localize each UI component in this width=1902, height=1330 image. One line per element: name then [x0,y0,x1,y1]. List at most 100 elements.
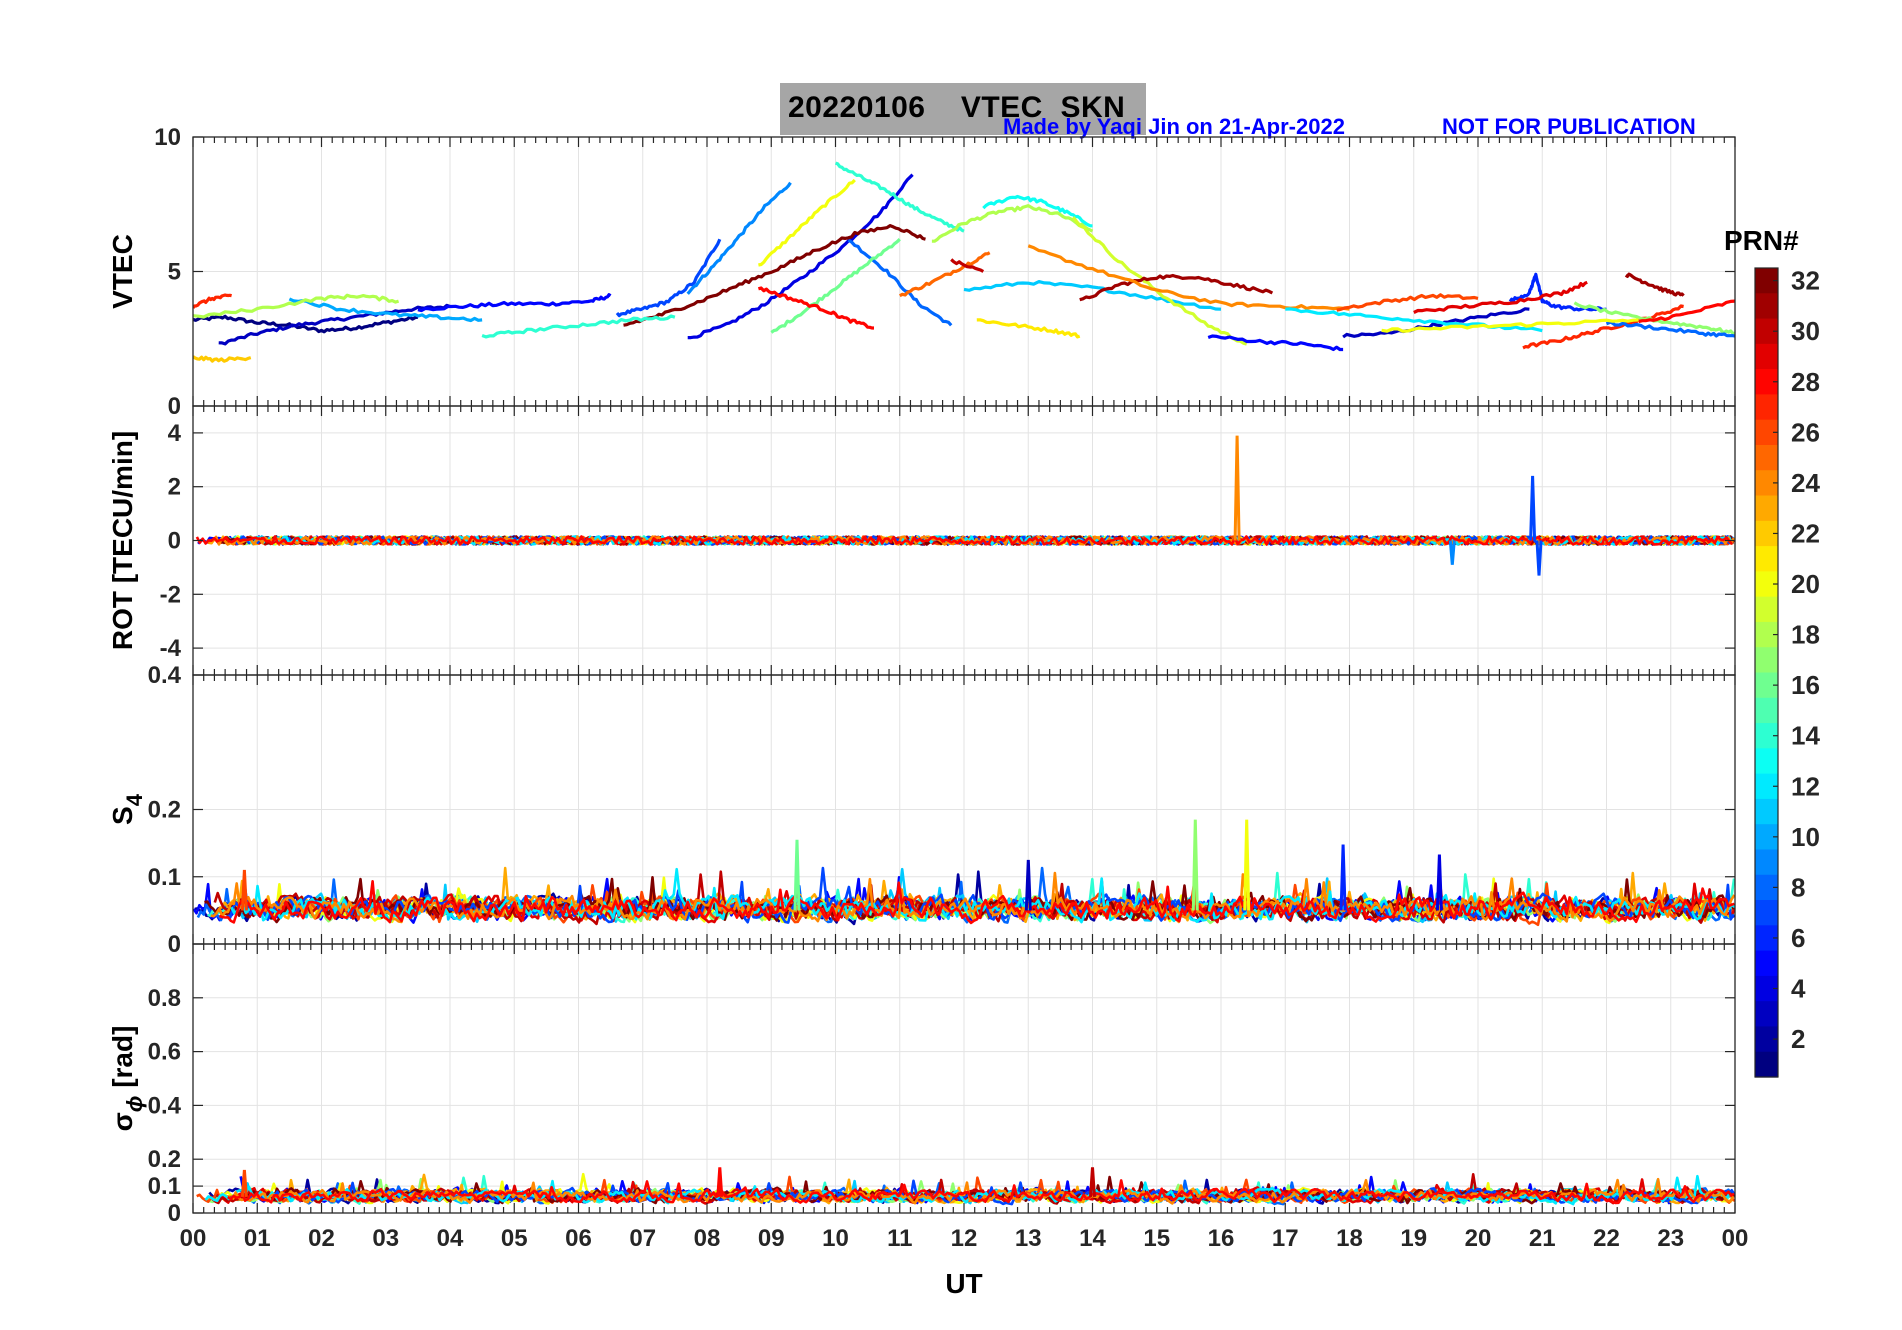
vtec-series-prn19 [1071,216,1248,346]
panel-2: 0 0.1 0.2 0.4 S4 [107,662,1736,958]
data-2 [193,819,1735,927]
y-tick-label: 0 [168,931,181,958]
colorbar-frame [1754,267,1779,1078]
colorbar-swatch [1755,672,1778,699]
trace-prn12 [230,867,1735,924]
vtec-series-prn6 [1508,272,1607,312]
spike-prn24 [1233,435,1241,541]
colorbar-swatch [1755,268,1778,294]
vtec-series-prn14 [834,161,965,233]
colorbar-swatch [1755,748,1778,775]
x-ticks-1 [192,406,1736,675]
vtec-series-prn27 [1522,304,1684,350]
colorbar-tick-label: 2 [1791,1024,1805,1054]
vtec-series-prn14 [481,314,676,339]
x-tick-label: 10 [822,1225,849,1252]
colorbar-swatch [1755,596,1778,623]
spike-prn7 [1535,540,1543,576]
colorbar-tick-label: 24 [1791,468,1820,498]
y-tick-label: 0.2 [148,797,181,824]
trace-prn7 [245,1179,1735,1206]
vtec-series-prn25 [899,251,991,298]
x-tick-label: 18 [1336,1225,1363,1252]
x-tick-label: 23 [1657,1225,1684,1252]
vtec-series-prn28 [1638,299,1735,324]
x-tick-label: 07 [629,1225,656,1252]
vtec-series-prn26 [1336,293,1479,312]
vtec-series-prn11 [963,280,1222,311]
trace-prn28 [218,879,1735,925]
trace-prn28 [227,1179,1735,1205]
spike-prn26 [240,1169,248,1198]
y-tick-label: -4 [160,635,182,662]
x-tick-labels: 00 01 02 03 04 05 06 07 08 09 10 11 12 13 14 15 16 17 18 19… [180,1225,1749,1252]
y-axis-label-3: σϕ [rad] [107,1026,147,1132]
x-tick-label: 20 [1465,1225,1492,1252]
vtec-series-prn8 [847,238,953,327]
spike-prn17 [1191,819,1199,911]
vtec-series-prn16 [770,238,901,334]
x-tick-label: 08 [694,1225,721,1252]
vtec-series-prn32 [623,224,926,327]
x-tick-label: 05 [501,1225,528,1252]
data-0 [193,161,1735,363]
y-label-main: S [107,806,138,825]
x-tick-label: 22 [1593,1225,1620,1252]
grid-3 [192,944,1736,1214]
vtec-series-prn13 [982,194,1093,228]
y-tick-label: 0 [168,1200,181,1227]
x-tick-label: 13 [1015,1225,1042,1252]
colorbar-tick-label: 14 [1791,721,1820,751]
y-label-sub: ϕ [122,1096,147,1113]
colorbar-swatch [1755,697,1778,724]
x-axis-label: UT [945,1268,982,1299]
vtec-series-prn8 [1605,320,1735,338]
colorbar-swatch [1755,798,1778,825]
panel-0: 0 5 10 VTEC [107,124,1736,420]
y-label-suffix: [rad] [107,1026,138,1096]
vtec-series-prn20 [758,178,856,267]
colorbar-swatch [1755,293,1778,320]
x-tick-label: 16 [1208,1225,1235,1252]
x-tick-label: 12 [951,1225,978,1252]
title-box [780,83,1146,135]
colorbar-tick-label: 32 [1791,266,1820,296]
colorbar-swatch [1755,394,1778,421]
panel-3: 00.10.20.40.60.8σϕ [rad] [107,943,1736,1227]
x-tick-label: 00 [180,1225,207,1252]
colorbar-tick-label: 22 [1791,518,1820,548]
vtec-series-prn17 [1573,301,1735,335]
x-tick-label: 11 [887,1225,912,1252]
y-tick-label: 4 [168,420,182,447]
vtec-series-prn7 [615,238,722,318]
colorbar-tick-label: 26 [1791,417,1820,447]
y-label-main: σ [107,1112,138,1131]
spike-prn28 [716,1167,724,1198]
colorbar-swatch [1755,343,1778,370]
colorbar-swatch [1755,318,1778,345]
colorbar-swatch [1755,950,1778,977]
grid-0 [192,136,1736,407]
colorbar-swatch [1755,1001,1778,1028]
vtec-series-prn5 [1207,334,1344,352]
colorbar-swatch [1755,520,1778,547]
vtec-series-prn21 [976,318,1081,339]
x-tick-label: 09 [758,1225,785,1252]
y-tick-label: 0.4 [148,1092,182,1119]
x-tick-label: 03 [372,1225,399,1252]
colorbar-swatch [1755,1026,1778,1053]
x-tick-label: 17 [1272,1225,1299,1252]
y-tick-label: 2 [168,474,181,501]
vtec-series-prn1 [193,314,419,334]
vtec-series-prn22 [193,355,252,363]
colorbar-swatch [1755,874,1778,901]
colorbar-tick-label: 18 [1791,620,1820,650]
vtec-series-prn28 [757,286,874,330]
y-label-main: VTEC [107,234,138,309]
colorbar-swatch [1755,571,1778,598]
y-tick-label: 10 [154,124,181,151]
spike-prn20 [1243,819,1251,911]
colorbar-tick-label: 20 [1791,569,1820,599]
